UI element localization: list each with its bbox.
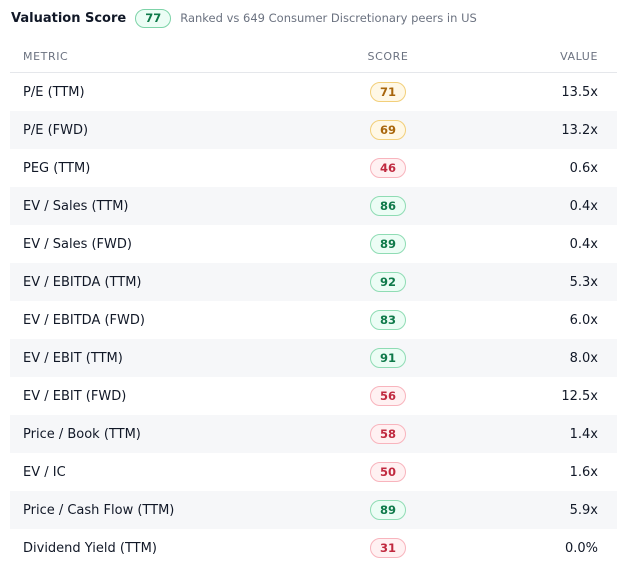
score-badge: 71 [370, 82, 406, 102]
metric-name: EV / Sales (TTM) [10, 187, 328, 225]
score-badge: 92 [370, 272, 406, 292]
metric-value: 0.4x [569, 236, 598, 252]
score-badge: 83 [370, 310, 406, 330]
metric-name: EV / EBITDA (FWD) [23, 312, 145, 328]
table-row[interactable]: EV / Sales (TTM) 86 0.4x [10, 187, 617, 225]
metric-value: 1.4x [448, 415, 617, 453]
table-row[interactable]: EV / EBIT (FWD) 56 12.5x [10, 377, 617, 415]
metric-name: EV / EBIT (FWD) [23, 388, 127, 404]
metric-value: 8.0x [448, 339, 617, 377]
metric-value: 6.0x [569, 312, 598, 328]
metric-name: EV / EBITDA (TTM) [10, 263, 328, 301]
table-header-row: METRIC SCORE VALUE [10, 40, 617, 73]
metric-name: EV / Sales (FWD) [23, 236, 132, 252]
table-row[interactable]: EV / EBITDA (FWD) 83 6.0x [10, 301, 617, 339]
column-header-metric[interactable]: METRIC [10, 40, 328, 73]
overall-score-badge: 77 [135, 8, 172, 28]
metric-value: 13.2x [448, 111, 617, 149]
metric-value: 5.9x [448, 491, 617, 529]
table-row[interactable]: EV / IC 50 1.6x [10, 453, 617, 491]
table-row[interactable]: Price / Book (TTM) 58 1.4x [10, 415, 617, 453]
valuation-metrics-table: METRIC SCORE VALUE P/E (TTM) 71 13.5x P/… [10, 40, 617, 567]
metric-name: P/E (TTM) [23, 84, 85, 100]
score-badge: 50 [370, 462, 406, 482]
metric-value: 13.5x [561, 84, 598, 100]
score-badge: 31 [370, 538, 406, 558]
metric-value: 1.6x [569, 464, 598, 480]
metric-value: 0.6x [569, 160, 598, 176]
score-badge: 91 [370, 348, 406, 368]
table-row[interactable]: EV / EBIT (TTM) 91 8.0x [10, 339, 617, 377]
metric-name: P/E (FWD) [10, 111, 328, 149]
metric-name: Price / Cash Flow (TTM) [10, 491, 328, 529]
metric-name: Dividend Yield (TTM) [23, 540, 157, 556]
table-row[interactable]: P/E (FWD) 69 13.2x [10, 111, 617, 149]
metric-value: 0.0% [564, 540, 598, 556]
column-header-score[interactable]: SCORE [328, 40, 448, 73]
metric-name: PEG (TTM) [23, 160, 91, 176]
metric-value: 12.5x [561, 388, 598, 404]
metric-name: EV / IC [23, 464, 66, 480]
score-badge: 89 [370, 234, 406, 254]
column-header-value[interactable]: VALUE [448, 40, 617, 73]
score-badge: 86 [370, 196, 406, 216]
table-row[interactable]: EV / EBITDA (TTM) 92 5.3x [10, 263, 617, 301]
score-badge: 58 [370, 424, 406, 444]
score-badge: 46 [370, 158, 406, 178]
table-row[interactable]: PEG (TTM) 46 0.6x [10, 149, 617, 187]
page-title: Valuation Score [11, 10, 127, 26]
table-row[interactable]: Price / Cash Flow (TTM) 89 5.9x [10, 491, 617, 529]
metric-value: 0.4x [448, 187, 617, 225]
table-row[interactable]: EV / Sales (FWD) 89 0.4x [10, 225, 617, 263]
table-row[interactable]: P/E (TTM) 71 13.5x [10, 73, 617, 112]
score-badge: 89 [370, 500, 406, 520]
metric-value: 5.3x [448, 263, 617, 301]
table-row[interactable]: Dividend Yield (TTM) 31 0.0% [10, 529, 617, 567]
score-badge: 56 [370, 386, 406, 406]
ranking-subtitle: Ranked vs 649 Consumer Discretionary pee… [180, 11, 477, 25]
valuation-header: Valuation Score 77 Ranked vs 649 Consume… [11, 8, 477, 28]
metric-name: Price / Book (TTM) [10, 415, 328, 453]
score-badge: 69 [370, 120, 406, 140]
metric-name: EV / EBIT (TTM) [10, 339, 328, 377]
